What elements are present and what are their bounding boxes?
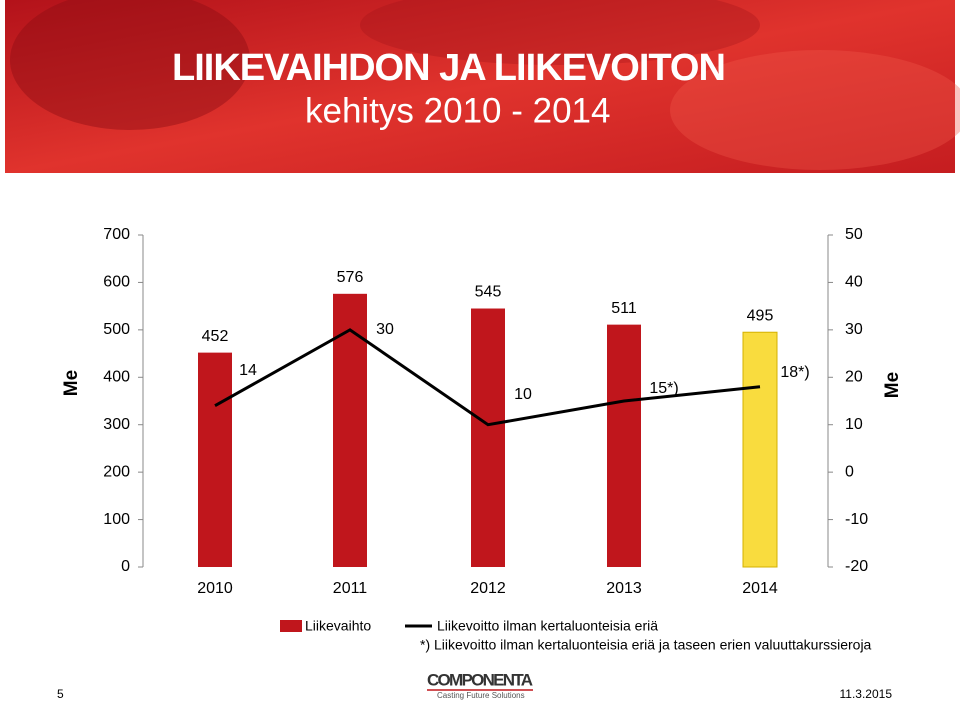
- y-tick-label: 600: [103, 274, 130, 291]
- y2-tick-label: 10: [845, 416, 863, 433]
- logo-tagline: Casting Future Solutions: [437, 691, 525, 700]
- bar-value-label: 511: [611, 300, 637, 317]
- subtitle: kehitys 2010 - 2014: [305, 91, 610, 130]
- y-tick-label: 200: [103, 463, 130, 480]
- y2-tick-label: -10: [845, 511, 868, 528]
- date: 11.3.2015: [840, 687, 893, 701]
- y-tick-label: 400: [103, 369, 130, 386]
- line: [214, 328, 761, 427]
- page-number: 5: [57, 687, 64, 701]
- y2-tick-label: 20: [845, 369, 863, 386]
- header-background: [5, 0, 955, 173]
- line-value-label: 14: [239, 362, 257, 379]
- y2-tick-label: 40: [845, 274, 863, 291]
- logo: COMPONENTA Casting Future Solutions: [427, 670, 533, 700]
- legend-label: Liikevoitto ilman kertaluonteisia eriä: [437, 618, 658, 634]
- bar: [471, 308, 505, 567]
- legend: Liikevaihto Liikevoitto ilman kertaluont…: [280, 618, 658, 634]
- y-axis-label: Me: [61, 370, 82, 396]
- footnote: *) Liikevoitto ilman kertaluonteisia eri…: [420, 637, 872, 653]
- y-tick-label: 100: [103, 511, 130, 528]
- bar-value-label: 576: [337, 269, 364, 286]
- bar-value-label: 452: [202, 328, 229, 345]
- bar: [333, 293, 367, 567]
- x-tick-label: 2010: [197, 580, 233, 597]
- y-tick-label: 0: [121, 558, 130, 575]
- x-tick-label: 2012: [470, 580, 506, 597]
- y2-tick-label: 50: [845, 226, 863, 243]
- bar: [742, 331, 778, 568]
- line-value-label: 18*): [780, 364, 809, 381]
- bar: [607, 324, 641, 567]
- title: LIIKEVAIHDON JA LIIKEVOITON: [172, 47, 725, 89]
- x-tick-label: 2013: [606, 580, 642, 597]
- y-tick-label: 700: [103, 226, 130, 243]
- line-value-label: 10: [514, 386, 532, 403]
- y2-tick-label: -20: [845, 558, 868, 575]
- x-tick-label: 2011: [333, 580, 368, 597]
- header: LIIKEVAIHDON JA LIIKEVOITON kehitys 2010…: [5, 0, 960, 173]
- plot: 0 100 200 300 400 500 600 700 -20 -10 0 10 20 30 40 50 4…: [103, 226, 868, 597]
- line-value-label: 15*): [649, 380, 678, 397]
- bar-value-label: 495: [747, 307, 774, 324]
- y-tick-label: 500: [103, 321, 130, 338]
- header-shape: [360, 0, 760, 65]
- logo-text: COMPONENTA: [427, 670, 533, 689]
- x-tick-label: 2014: [742, 580, 778, 597]
- legend-swatch: [280, 620, 302, 632]
- bar: [198, 352, 232, 567]
- y2-tick-label: 30: [845, 321, 863, 338]
- y2-axis-label: Me: [882, 372, 903, 398]
- y2-tick-label: 0: [845, 463, 854, 480]
- header-shape: [670, 50, 960, 170]
- header-shape: [10, 0, 250, 130]
- legend-label: Liikevaihto: [305, 618, 371, 634]
- line-value-label: 30: [376, 321, 394, 338]
- y-tick-label: 300: [103, 416, 130, 433]
- bar-value-label: 545: [475, 284, 502, 301]
